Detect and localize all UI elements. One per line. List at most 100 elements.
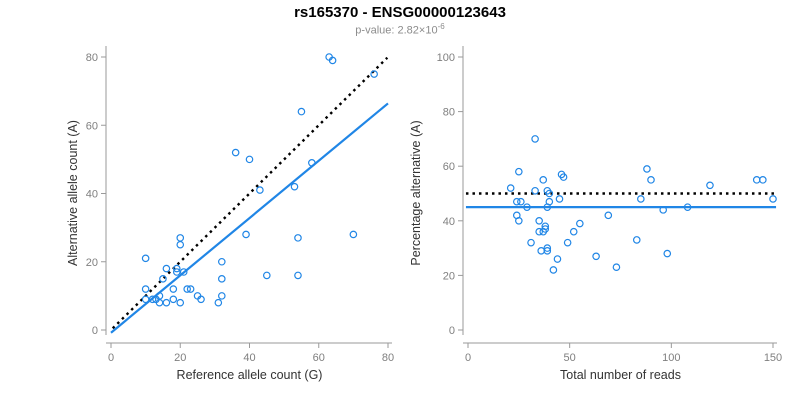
- data-point: [537, 247, 546, 255]
- data-point: [294, 234, 302, 242]
- data-point: [592, 252, 600, 261]
- x-tick-label: 0: [465, 352, 471, 364]
- data-point: [531, 186, 539, 195]
- data-point: [176, 240, 185, 249]
- data-point: [523, 203, 531, 211]
- data-point: [141, 285, 150, 293]
- y-tick-label: 40: [86, 189, 98, 201]
- data-point: [527, 238, 535, 247]
- figure-title: rs165370 - ENSG00000123643: [294, 4, 506, 21]
- data-point: [308, 158, 316, 167]
- x-tick-label: 60: [313, 352, 325, 364]
- data-point: [245, 155, 254, 164]
- data-point: [141, 295, 150, 304]
- data-point: [370, 70, 378, 78]
- data-point: [637, 195, 645, 203]
- data-point: [506, 184, 515, 192]
- data-point: [515, 217, 523, 225]
- data-point: [218, 257, 226, 266]
- data-point: [549, 266, 558, 274]
- data-point: [169, 285, 178, 293]
- data-point: [541, 225, 550, 233]
- data-point: [297, 107, 306, 116]
- pvalue-exponent: -6: [437, 22, 445, 31]
- data-point: [172, 264, 181, 273]
- data-point: [169, 295, 178, 304]
- data-point: [176, 298, 185, 307]
- y-axis-title: Alternative allele count (A): [66, 120, 80, 266]
- data-point: [349, 230, 358, 239]
- x-tick-label: 0: [108, 352, 114, 364]
- x-tick-label: 80: [382, 352, 394, 364]
- figure-subtitle: p-value: 2.82×10-6: [0, 22, 800, 37]
- data-point: [148, 295, 157, 304]
- data-point: [553, 255, 562, 263]
- data-point: [576, 219, 584, 228]
- data-point: [162, 264, 171, 273]
- data-point: [659, 206, 668, 214]
- pvalue-text: p-value: 2.82×10: [355, 24, 438, 37]
- data-point: [513, 197, 521, 206]
- data-point: [632, 236, 641, 244]
- x-tick-label: 150: [764, 352, 782, 364]
- y-tick-label: 60: [443, 161, 455, 173]
- identity-line: [111, 56, 389, 330]
- data-point: [328, 56, 337, 65]
- data-point: [179, 268, 188, 276]
- data-point: [543, 247, 552, 255]
- data-point: [545, 189, 554, 198]
- data-point: [218, 292, 226, 300]
- y-tick-label: 80: [443, 107, 455, 119]
- data-point: [517, 197, 525, 206]
- data-point: [159, 275, 167, 283]
- data-point: [612, 263, 621, 272]
- data-point: [555, 195, 564, 203]
- data-point: [290, 182, 299, 191]
- data-point: [231, 148, 240, 157]
- data-point: [683, 203, 692, 211]
- y-tick-label: 0: [92, 325, 98, 337]
- data-point: [535, 227, 543, 236]
- x-tick-label: 100: [662, 352, 680, 364]
- data-point: [643, 165, 651, 173]
- data-point: [769, 195, 777, 203]
- x-tick-label: 20: [174, 352, 186, 364]
- data-point: [515, 167, 523, 176]
- data-point: [535, 217, 543, 225]
- y-tick-label: 20: [86, 257, 98, 269]
- y-tick-label: 100: [437, 52, 455, 64]
- x-tick-label: 50: [564, 352, 576, 364]
- data-point: [647, 176, 655, 184]
- y-tick-label: 60: [86, 120, 98, 132]
- fit-line: [110, 102, 389, 334]
- y-tick-label: 80: [86, 52, 98, 64]
- data-point: [242, 230, 250, 239]
- data-point: [183, 285, 191, 293]
- x-tick-label: 40: [243, 352, 255, 364]
- data-point: [162, 298, 171, 307]
- data-point: [197, 295, 205, 304]
- data-point: [539, 176, 548, 184]
- data-point: [604, 211, 613, 220]
- data-point: [663, 249, 672, 258]
- y-tick-label: 0: [449, 325, 455, 337]
- data-point: [563, 238, 572, 247]
- data-point: [155, 298, 164, 307]
- data-point: [256, 186, 264, 194]
- data-point: [141, 254, 150, 263]
- data-point: [759, 176, 767, 184]
- right-scatter-chart: 0 50 100 150 0 20 40 60 80 100 Total number of rea…: [409, 46, 782, 382]
- y-axis-title: Percentage alternative (A): [409, 120, 423, 265]
- left-scatter-chart: 0 20 40 60 80 0 20 40 60 80 Reference allele count…: [66, 46, 394, 382]
- data-point: [263, 271, 271, 280]
- data-point: [176, 234, 185, 242]
- data-point: [186, 285, 195, 293]
- data-point: [214, 298, 223, 307]
- data-point: [569, 227, 578, 236]
- data-point: [543, 244, 552, 252]
- data-point: [543, 203, 552, 211]
- data-point: [752, 176, 761, 184]
- data-point: [559, 173, 568, 181]
- data-point: [218, 275, 226, 283]
